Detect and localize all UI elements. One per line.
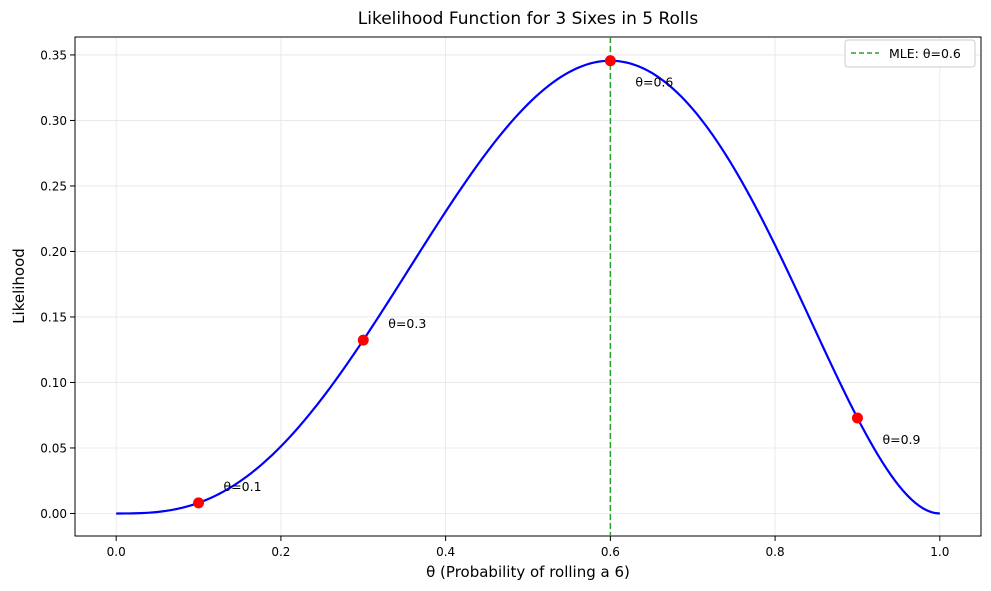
series-layer — [116, 37, 940, 536]
x-axis: 0.0 0.2 0.4 0.6 0.8 1.0 — [107, 536, 949, 559]
y-axis-label: Likelihood — [10, 248, 28, 324]
y-tick-label: 0.30 — [40, 114, 67, 128]
y-tick-label: 0.05 — [40, 441, 67, 455]
y-tick-label: 0.20 — [40, 245, 67, 259]
x-axis-label: θ (Probability of rolling a 6) — [426, 563, 630, 581]
likelihood-curve — [116, 59, 940, 515]
y-tick-label: 0.35 — [40, 48, 67, 62]
data-point — [851, 412, 863, 424]
x-tick-label: 1.0 — [930, 545, 949, 559]
chart-title: Likelihood Function for 3 Sixes in 5 Rol… — [358, 9, 699, 29]
point-annotation: θ=0.6 — [635, 75, 673, 90]
data-point — [604, 55, 616, 67]
y-tick-label: 0.00 — [40, 507, 67, 521]
plot-frame — [74, 36, 982, 537]
legend-label-mle: MLE: θ=0.6 — [889, 46, 961, 61]
legend: MLE: θ=0.6 — [844, 39, 976, 68]
annotations: θ=0.1 θ=0.3 θ=0.6 θ=0.9 — [224, 75, 921, 494]
grid — [75, 37, 981, 536]
data-point — [357, 334, 369, 346]
x-tick-label: 0.2 — [271, 545, 290, 559]
y-tick-label: 0.15 — [40, 310, 67, 324]
y-tick-label: 0.10 — [40, 376, 67, 390]
point-annotation: θ=0.9 — [882, 432, 920, 447]
y-tick-label: 0.25 — [40, 179, 67, 193]
point-annotation: θ=0.1 — [224, 479, 262, 494]
x-tick-label: 0.4 — [436, 545, 455, 559]
x-tick-label: 0.6 — [601, 545, 620, 559]
data-point — [193, 497, 205, 509]
y-axis: 0.00 0.05 0.10 0.15 0.20 0.25 0.30 0.35 — [40, 48, 75, 521]
x-tick-label: 0.8 — [766, 545, 785, 559]
points-layer — [193, 55, 863, 509]
point-annotation: θ=0.3 — [388, 316, 426, 331]
legend-box — [844, 39, 976, 68]
x-tick-label: 0.0 — [107, 545, 126, 559]
